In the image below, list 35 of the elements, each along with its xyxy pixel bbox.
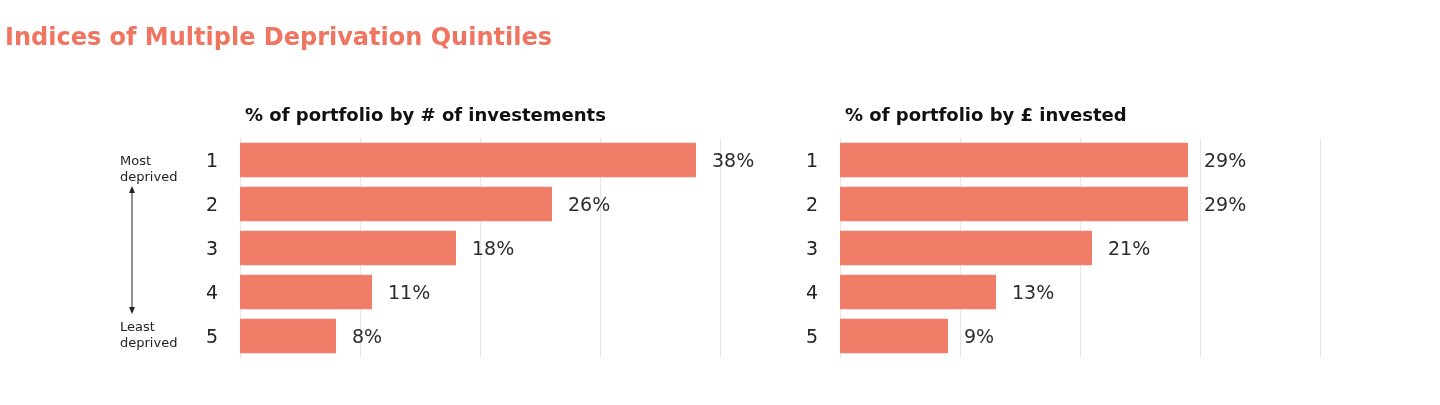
chart-subtitle: % of portfolio by # of investements [245,103,606,125]
y-tick-label: 2 [205,193,218,215]
y-tick-label: 5 [205,325,218,347]
data-label: 29% [1204,149,1247,171]
data-label: 29% [1204,193,1247,215]
chart-title: % of portfolio by £ invested [845,103,1127,125]
data-label: 8% [352,325,383,347]
text: Most deprived [120,152,178,184]
y-tick-label: 5 [805,325,818,347]
bar [240,230,456,266]
bar [240,186,552,222]
bar [840,318,948,354]
data-label: 18% [472,237,515,259]
bar [240,318,336,354]
data-label: 9% [964,325,995,347]
y-tick-label: 2 [805,193,818,215]
y-tick-label: 3 [205,237,218,259]
data-label: 38% [712,149,755,171]
bar [840,274,996,310]
bar [240,274,372,310]
bar [840,142,1188,178]
data-label: 21% [1108,237,1151,259]
y-tick-label: 4 [205,281,218,303]
data-label: 26% [568,193,611,215]
bar [240,142,696,178]
data-label: 11% [388,281,431,303]
chart-title: Indices of Multiple Deprivation Quintiles [5,23,552,51]
text: Least deprived [120,318,178,350]
bar [840,230,1092,266]
y-tick-label: 4 [805,281,818,303]
data-label: 13% [1012,281,1055,303]
y-tick-label: 3 [805,237,818,259]
bar [840,186,1188,222]
y-tick-label: 1 [805,149,818,171]
y-tick-label: 1 [205,149,218,171]
